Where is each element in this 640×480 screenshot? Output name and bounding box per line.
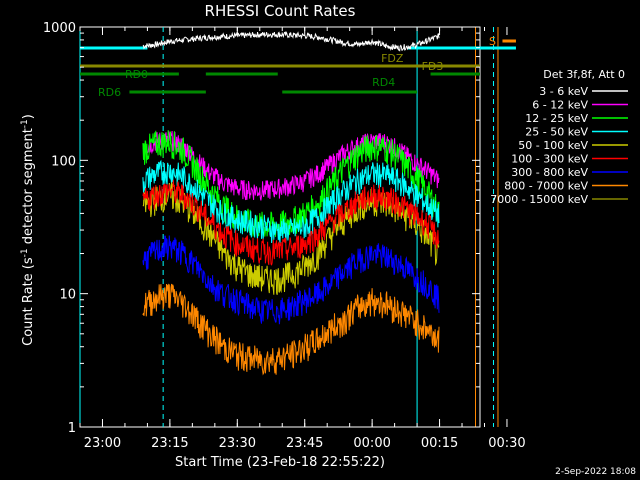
legend-label: 100 - 300 keV	[511, 153, 588, 166]
series-line	[142, 30, 440, 52]
x-tick-label: 23:30	[219, 436, 256, 451]
flag-label: FD3	[422, 60, 444, 73]
x-tick-label: 00:15	[421, 436, 458, 451]
flag-label: FDZ	[381, 52, 404, 65]
legend-header: Det 3f,8f, Att 0	[543, 68, 625, 81]
legend-label: 12 - 25 keV	[525, 112, 588, 125]
y-tick-label: 100	[51, 154, 76, 169]
legend-label: 7000 - 15000 keV	[490, 193, 588, 206]
x-tick-label: 23:45	[286, 436, 323, 451]
legend-label: 6 - 12 keV	[532, 99, 588, 112]
series-line	[142, 283, 440, 376]
y-tick-label: 1000	[43, 21, 76, 36]
plot-timestamp: 2-Sep-2022 18:08	[555, 467, 636, 477]
x-tick-label: 23:00	[84, 436, 121, 451]
x-tick-label: 00:00	[353, 436, 390, 451]
x-tick-label: 00:30	[488, 436, 525, 451]
x-tick-label: 23:15	[151, 436, 188, 451]
legend-label: 3 - 6 keV	[539, 85, 588, 98]
legend-label: 50 - 100 keV	[518, 139, 588, 152]
legend-label: 800 - 7000 keV	[504, 180, 588, 193]
flag-label: RD4	[372, 76, 395, 89]
series-line	[142, 130, 440, 201]
series-line	[142, 130, 440, 237]
flag-label: RD0	[125, 68, 148, 81]
series-line	[142, 235, 440, 325]
legend-label: 300 - 800 keV	[511, 166, 588, 179]
x-axis-label: Start Time (23-Feb-18 22:55:22)	[175, 455, 385, 470]
y-tick-label: 1	[68, 421, 76, 436]
y-tick-label: 10	[59, 288, 76, 303]
chart-title: RHESSI Count Rates	[205, 2, 356, 20]
y-axis-label: Count Rate (s-1 detector segment-1)	[20, 114, 36, 346]
legend-label: 25 - 50 keV	[525, 126, 588, 139]
series-line	[142, 179, 440, 266]
flag-label: S	[489, 35, 496, 48]
flag-label: RD6	[98, 86, 121, 99]
